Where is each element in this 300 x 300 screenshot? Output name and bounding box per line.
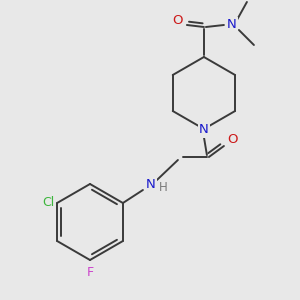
Text: O: O <box>173 14 183 26</box>
Text: N: N <box>146 178 156 191</box>
Text: N: N <box>199 122 209 136</box>
Text: N: N <box>199 124 209 136</box>
Text: N: N <box>227 19 237 32</box>
Text: F: F <box>86 266 94 278</box>
Text: Cl: Cl <box>42 196 54 208</box>
Text: H: H <box>158 182 167 194</box>
Text: O: O <box>228 134 238 146</box>
